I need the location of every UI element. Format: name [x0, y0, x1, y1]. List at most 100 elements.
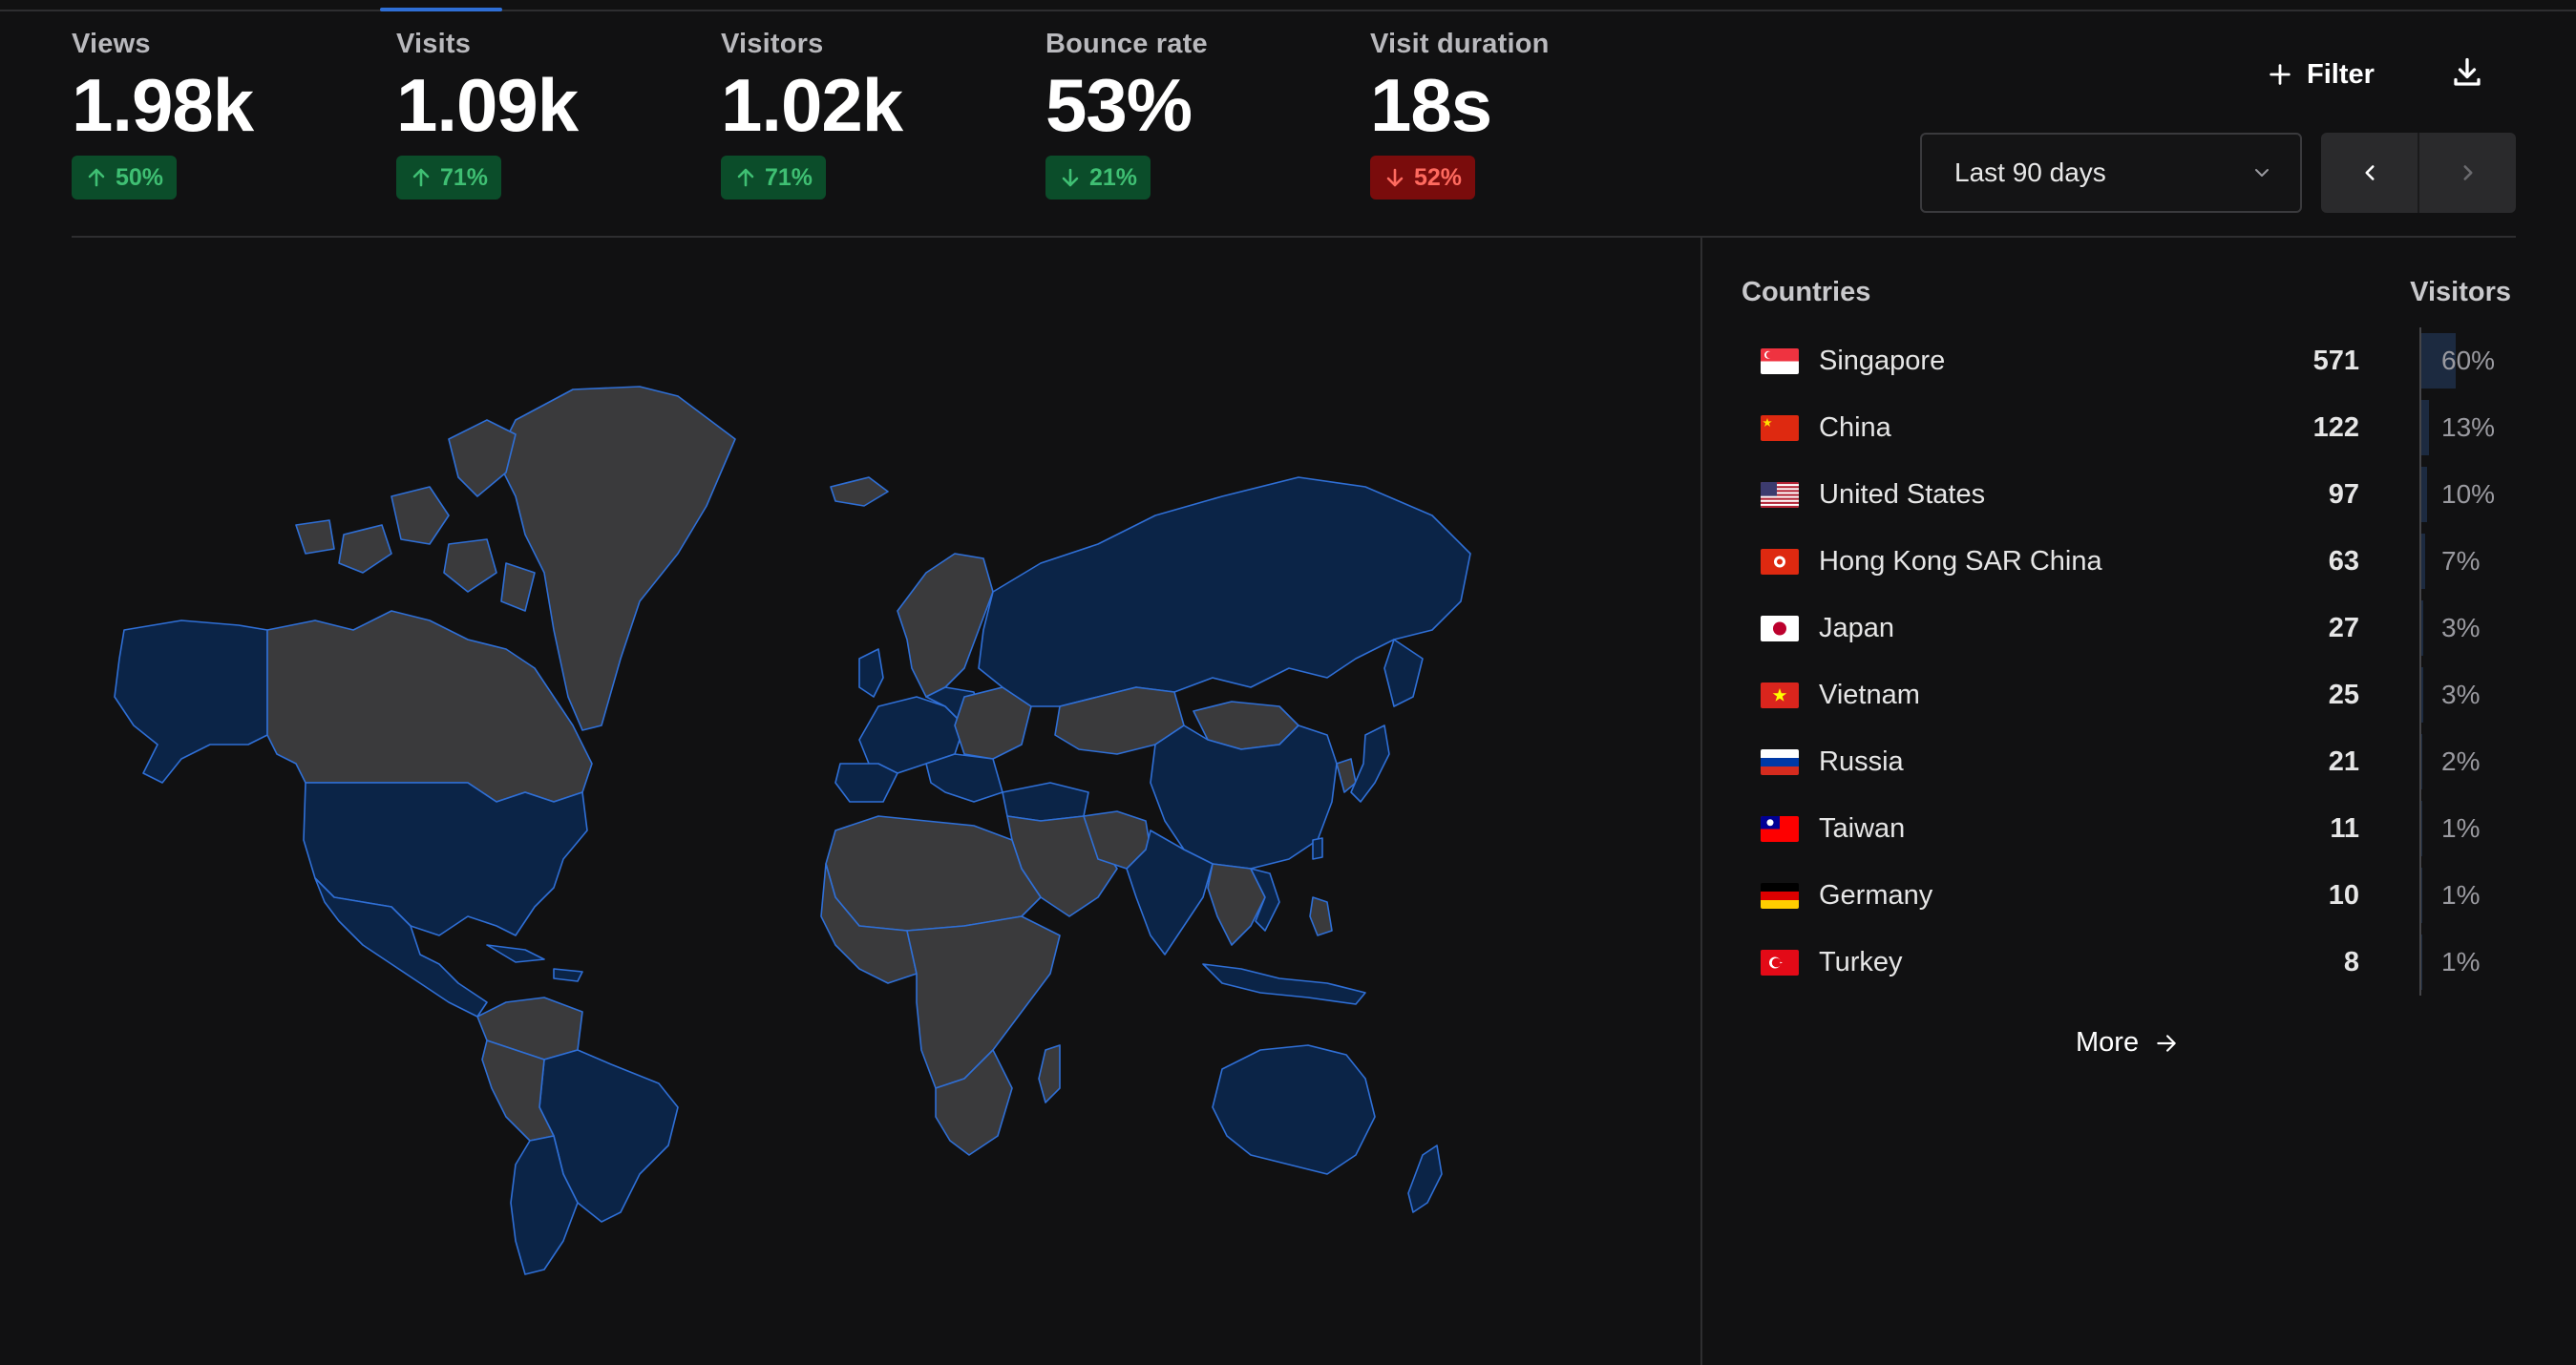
- change-value: 21%: [1089, 163, 1138, 191]
- vietnam-flag-icon: [1761, 682, 1799, 708]
- country-caribbean[interactable]: [486, 944, 583, 982]
- taiwan-flag-icon: [1761, 815, 1799, 842]
- metric-label: Bounce rate: [1045, 29, 1208, 59]
- bar-track: [2419, 795, 2421, 862]
- list-item[interactable]: Turkey 8 1%: [1742, 929, 2515, 996]
- download-button[interactable]: [2450, 55, 2484, 90]
- country-west-africa[interactable]: [820, 863, 918, 984]
- visitor-count: 122: [2312, 411, 2359, 443]
- country-argentina-chile[interactable]: [510, 1135, 579, 1275]
- metric-label: Visit duration: [1370, 29, 1550, 59]
- metric-value: 18s: [1370, 63, 1492, 147]
- percentage: 1%: [2441, 880, 2481, 910]
- country-kamchatka[interactable]: [1383, 639, 1424, 707]
- list-item[interactable]: Japan 27 3%: [1742, 595, 2515, 662]
- country-iceland[interactable]: [830, 476, 889, 507]
- country-south-africa[interactable]: [935, 1049, 1013, 1156]
- turkey-flag-icon: [1761, 949, 1799, 976]
- country-vietnam[interactable]: [1250, 868, 1280, 932]
- country-name: Turkey: [1819, 946, 1903, 977]
- list-item[interactable]: Taiwan 11 1%: [1742, 795, 2515, 862]
- country-japan[interactable]: [1350, 724, 1390, 803]
- list-item[interactable]: United States 97 10%: [1742, 461, 2515, 528]
- filter-label: Filter: [2307, 58, 2375, 90]
- country-new-zealand[interactable]: [1407, 1144, 1443, 1213]
- percentage: 1%: [2441, 947, 2481, 976]
- metric-value: 1.02k: [721, 63, 903, 147]
- visitor-count: 27: [2328, 612, 2359, 643]
- country-alaska[interactable]: [114, 620, 268, 784]
- country-italy-balkans[interactable]: [925, 753, 1003, 803]
- hong-kong-flag-icon: [1761, 548, 1799, 575]
- metric-label: Visitors: [721, 29, 824, 59]
- change-badge: 71%: [396, 156, 502, 200]
- share-bar: [2421, 600, 2423, 656]
- visitor-count: 11: [2330, 812, 2359, 844]
- list-item[interactable]: Germany 10 1%: [1742, 862, 2515, 929]
- next-period-button[interactable]: [2419, 133, 2516, 213]
- metric-visits[interactable]: Visits 1.09k 71%: [396, 29, 579, 200]
- metric-bounce-rate[interactable]: Bounce rate 53% 21%: [1045, 29, 1208, 200]
- united-states-flag-icon: [1761, 481, 1799, 508]
- bar-track: [2419, 862, 2421, 929]
- share-bar: [2421, 934, 2422, 990]
- world-map: [105, 382, 1480, 1279]
- metric-visit-duration[interactable]: Visit duration 18s 52%: [1370, 29, 1550, 200]
- visitor-count: 571: [2312, 345, 2359, 376]
- share-bar: [2421, 868, 2422, 923]
- country-turkey[interactable]: [1002, 782, 1089, 822]
- country-north-africa[interactable]: [825, 815, 1042, 932]
- germany-flag-icon: [1761, 882, 1799, 909]
- change-value: 50%: [116, 163, 164, 191]
- percentage: 1%: [2441, 813, 2481, 843]
- more-button[interactable]: More: [2076, 1027, 2179, 1059]
- country-canada[interactable]: [266, 610, 593, 803]
- percentage: 3%: [2441, 680, 2481, 709]
- percentage: 60%: [2441, 346, 2496, 375]
- previous-period-button[interactable]: [2321, 133, 2418, 213]
- country-australia[interactable]: [1212, 1044, 1376, 1175]
- list-item[interactable]: Vietnam 25 3%: [1742, 662, 2515, 728]
- list-item[interactable]: China 122 13%: [1742, 394, 2515, 461]
- list-item[interactable]: Singapore 571 60%: [1742, 327, 2515, 394]
- change-value: 71%: [440, 163, 489, 191]
- bar-track: [2419, 662, 2421, 728]
- country-india[interactable]: [1126, 830, 1214, 956]
- arrow-up-icon: [88, 168, 105, 187]
- bar-track: [2419, 929, 2421, 996]
- world-map-svg: [114, 386, 1471, 1275]
- russia-flag-icon: [1761, 748, 1799, 775]
- metric-label: Visits: [396, 29, 472, 59]
- nav-separator: [2418, 133, 2419, 213]
- metric-value: 1.98k: [72, 63, 254, 147]
- country-taiwan[interactable]: [1312, 837, 1323, 860]
- metric-views[interactable]: Views 1.98k 50%: [72, 29, 254, 200]
- visitor-count: 8: [2343, 946, 2359, 977]
- panel-title: Countries: [1742, 277, 1871, 307]
- change-badge: 21%: [1045, 156, 1151, 200]
- chevron-right-icon: [2462, 165, 2473, 180]
- country-canada-arctic[interactable]: [295, 419, 536, 612]
- filter-button[interactable]: Filter: [2267, 53, 2375, 95]
- country-greenland[interactable]: [496, 386, 736, 731]
- country-mexico[interactable]: [314, 877, 488, 1018]
- country-madagascar[interactable]: [1038, 1044, 1061, 1103]
- date-range-select[interactable]: Last 90 days: [1920, 133, 2302, 213]
- percentage: 13%: [2441, 412, 2496, 442]
- country-russia[interactable]: [978, 476, 1471, 707]
- country-name: Russia: [1819, 746, 1904, 777]
- metric-visitors[interactable]: Visitors 1.02k 71%: [721, 29, 903, 200]
- country-uk[interactable]: [858, 648, 884, 698]
- change-badge: 52%: [1370, 156, 1476, 200]
- country-china[interactable]: [1150, 724, 1338, 870]
- download-icon: [2454, 57, 2481, 86]
- list-item[interactable]: Hong Kong SAR China 63 7%: [1742, 528, 2515, 595]
- percentage: 2%: [2441, 746, 2481, 776]
- country-indonesia[interactable]: [1202, 963, 1366, 1005]
- country-philippines[interactable]: [1309, 896, 1333, 936]
- country-scandinavia[interactable]: [897, 553, 994, 698]
- percentage: 3%: [2441, 613, 2481, 642]
- country-spain[interactable]: [834, 763, 898, 803]
- list-item[interactable]: Russia 21 2%: [1742, 728, 2515, 795]
- chevron-down-icon: [2255, 169, 2269, 177]
